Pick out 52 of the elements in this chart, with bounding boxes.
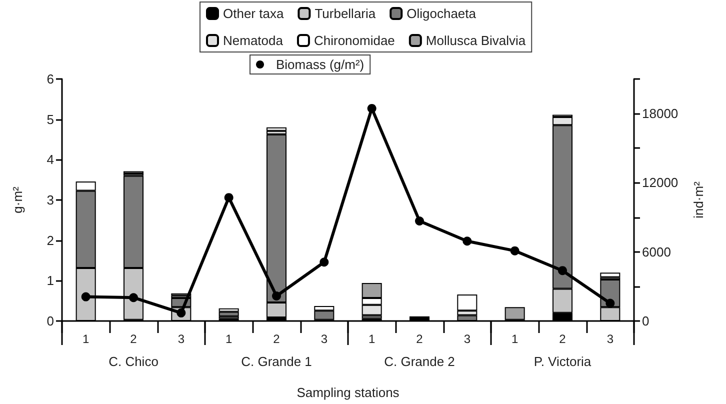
x-tick-label: 3	[178, 332, 185, 346]
point	[320, 258, 329, 267]
legend-label: Nematoda	[223, 33, 284, 48]
y-axis-title: g·m²	[10, 186, 25, 214]
legend-label: Turbellaria	[314, 6, 376, 21]
text: C. Grande 1	[241, 354, 312, 369]
y2-tick-label: 12000	[642, 175, 678, 190]
y-tick-label: 5	[46, 112, 54, 127]
x-tick-label: 3	[606, 332, 614, 346]
bar	[218, 312, 239, 316]
x-tick-label: 2	[273, 332, 280, 346]
x-tick-label: 1	[225, 332, 232, 346]
y-tick-label: 6	[46, 72, 54, 86]
legend-label: Biomass (g/m²)	[276, 57, 364, 72]
text: C. Grande 2	[384, 354, 455, 369]
bar	[266, 127, 287, 131]
y-tick-label: 4	[46, 152, 54, 168]
text: P. Victoria	[534, 354, 592, 369]
bar	[457, 294, 478, 311]
y2-tick-label: 6000	[642, 244, 671, 260]
bar	[600, 272, 620, 278]
text: C. Chico	[108, 354, 158, 369]
x-tick-label: 2	[130, 332, 138, 346]
x-tick-label: 1	[368, 332, 376, 346]
point	[510, 246, 520, 256]
legend-label: Other taxa	[223, 6, 284, 21]
point	[272, 291, 281, 300]
y-tick-label: 2	[46, 232, 54, 248]
point	[462, 236, 472, 246]
x-tick-label: 1	[511, 332, 518, 346]
x-tick-label: 2	[416, 332, 424, 346]
y-tick-label: 3	[46, 192, 54, 208]
y2-axis-title: ind·m²	[691, 180, 706, 218]
x-tick-label: 1	[82, 332, 90, 346]
legend-label: Chironomidae	[314, 33, 395, 48]
x-tick-label: 3	[464, 332, 471, 346]
legend-label: Oligochaeta	[406, 6, 477, 21]
point	[415, 216, 424, 226]
y2-tick-label: 18000	[642, 106, 678, 122]
legend-label: Mollusca Bivalvia	[426, 33, 526, 48]
point	[367, 104, 376, 113]
x-tick-label: 3	[320, 332, 328, 346]
point	[129, 293, 138, 302]
y2-tick-label: 0	[642, 314, 650, 328]
x-tick-label: 2	[559, 332, 566, 346]
x-axis-title: Sampling stations	[296, 385, 400, 400]
point	[81, 292, 90, 302]
point	[558, 266, 567, 276]
y-tick-label: 1	[46, 273, 54, 288]
point	[606, 298, 615, 308]
y-tick-label: 0	[46, 314, 54, 328]
point	[224, 193, 234, 202]
